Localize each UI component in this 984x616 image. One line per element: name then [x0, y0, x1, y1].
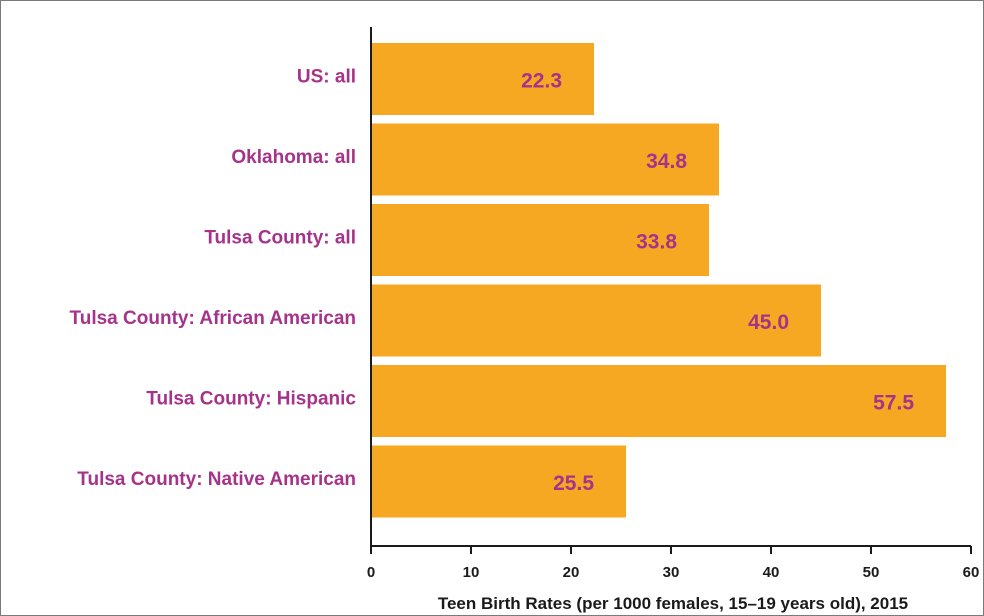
x-tick-label-40: 40: [763, 564, 780, 581]
bar-tulsa-county-african-american: [371, 284, 821, 357]
x-tick-label-60: 60: [963, 564, 980, 581]
category-label-tulsa-county-african-american: Tulsa County: African American: [70, 308, 356, 329]
bar-oklahoma-all: [371, 123, 719, 196]
category-labels-group: US: all Oklahoma: all Tulsa County: all Tul…: [70, 67, 357, 491]
bars-group: [371, 43, 946, 518]
value-label-tulsa-county-all: 33.8: [636, 231, 677, 254]
value-labels-group: 22.3 34.8 33.8 45.0 57.5 25.5: [521, 70, 914, 496]
value-label-oklahoma-all: 34.8: [646, 150, 687, 173]
bar-tulsa-county-all: [371, 204, 709, 276]
bar-tulsa-county-native-american: [371, 445, 626, 518]
bar-tulsa-county-hispanic: [371, 365, 946, 437]
category-label-tulsa-county-all: Tulsa County: all: [204, 228, 356, 249]
value-label-tulsa-county-hispanic: 57.5: [873, 392, 914, 415]
x-tick-label-10: 10: [463, 564, 480, 581]
value-label-tulsa-county-native-american: 25.5: [553, 472, 594, 495]
category-label-tulsa-county-hispanic: Tulsa County: Hispanic: [146, 389, 356, 410]
category-label-oklahoma-all: Oklahoma: all: [231, 147, 356, 168]
x-tick-label-30: 30: [663, 564, 680, 581]
x-ticks-group: 0 10 20 30 40 50 60: [367, 546, 980, 581]
x-tick-label-20: 20: [563, 564, 580, 581]
x-tick-label-0: 0: [367, 564, 375, 581]
bar-us-all: [371, 43, 594, 115]
value-label-us-all: 22.3: [521, 70, 562, 93]
x-tick-label-50: 50: [863, 564, 880, 581]
x-axis-title: Teen Birth Rates (per 1000 females, 15–1…: [438, 594, 908, 613]
value-label-tulsa-county-african-american: 45.0: [748, 311, 789, 334]
category-label-us-all: US: all: [297, 67, 356, 88]
category-label-tulsa-county-native-american: Tulsa County: Native American: [77, 469, 356, 490]
